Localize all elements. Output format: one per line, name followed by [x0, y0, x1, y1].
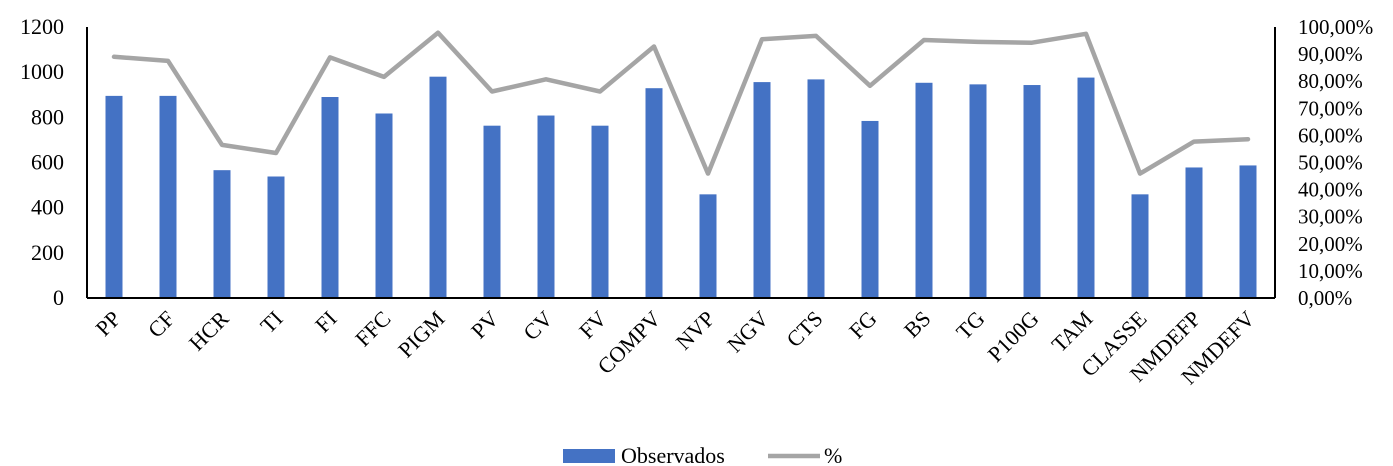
right-tick-label: 70,00%: [1298, 96, 1363, 120]
right-tick-label: 30,00%: [1298, 205, 1363, 229]
bar-pp: [105, 95, 123, 298]
bar-cts: [807, 79, 825, 298]
category-label-bs: BS: [899, 306, 936, 343]
right-axis-ticks: 0,00% 10,00% 20,00% 30,00% 40,00% 50,00% 60,00…: [1298, 15, 1373, 310]
category-label-pp: PP: [91, 306, 126, 341]
right-tick-label: 0,00%: [1298, 286, 1352, 310]
bar-ngv: [753, 82, 771, 298]
category-label-hcr: HCR: [184, 306, 234, 356]
bar-hcr: [213, 170, 231, 298]
category-label-cv: CV: [518, 306, 557, 345]
category-label-ti: TI: [255, 306, 287, 338]
category-label-nvp: NVP: [671, 306, 720, 355]
line-path-percent: [111, 30, 1251, 176]
right-tick-label: 100,00%: [1298, 15, 1373, 39]
left-tick-label: 0: [53, 285, 64, 310]
bar-cf: [159, 95, 177, 298]
bar-p100g: [1023, 85, 1041, 298]
right-tick-label: 20,00%: [1298, 232, 1363, 256]
category-label-p100g: P100G: [983, 306, 1044, 367]
category-label-ffc: FFC: [350, 306, 395, 351]
legend-label-observados: Observados: [621, 443, 725, 466]
bar-pv: [483, 125, 501, 298]
left-tick-label: 400: [31, 195, 64, 220]
category-label-cts: CTS: [781, 306, 827, 352]
category-label-fi: FI: [310, 306, 342, 338]
category-label-pv: PV: [466, 306, 504, 344]
legend-label-percent: %: [824, 443, 842, 466]
left-tick-label: 200: [31, 240, 64, 265]
left-tick-label: 800: [31, 104, 64, 129]
bar-tam: [1077, 77, 1095, 298]
right-tick-label: 10,00%: [1298, 259, 1363, 283]
right-tick-label: 90,00%: [1298, 42, 1363, 66]
bar-fi: [321, 97, 339, 298]
bar-nmdefp: [1185, 167, 1203, 298]
bar-series-observados: [105, 76, 1257, 299]
bar-ti: [267, 176, 285, 298]
category-label-cf: CF: [143, 306, 180, 343]
category-label-tg: TG: [951, 306, 989, 344]
left-tick-label: 1000: [20, 59, 64, 84]
bar-compv: [645, 88, 663, 298]
bar-classe: [1131, 194, 1149, 298]
bar-bs: [915, 82, 933, 299]
category-label-ngv: NGV: [722, 306, 773, 357]
line-series-percent: [111, 30, 1251, 176]
left-tick-label: 600: [31, 150, 64, 175]
right-tick-label: 60,00%: [1298, 123, 1363, 147]
category-label-fg: FG: [844, 306, 882, 344]
left-tick-label: 1200: [20, 14, 64, 39]
bar-nvp: [699, 194, 717, 298]
bar-fv: [591, 125, 609, 298]
bar-tg: [969, 84, 987, 298]
left-axis-ticks: 0 200 400 600 800 1000 1200: [20, 14, 64, 310]
category-label-pigm: PIGM: [393, 306, 450, 363]
bar-pigm: [429, 76, 447, 298]
bar-nmdefv: [1239, 165, 1257, 298]
right-tick-label: 40,00%: [1298, 178, 1363, 202]
legend: Observados %: [563, 443, 842, 466]
category-label-fv: FV: [574, 306, 612, 344]
legend-swatch-observados: [563, 449, 615, 463]
bar-fg: [861, 120, 879, 299]
right-tick-label: 50,00%: [1298, 151, 1363, 175]
bar-ffc: [375, 113, 393, 298]
bar-cv: [537, 115, 555, 298]
right-tick-label: 80,00%: [1298, 69, 1363, 93]
